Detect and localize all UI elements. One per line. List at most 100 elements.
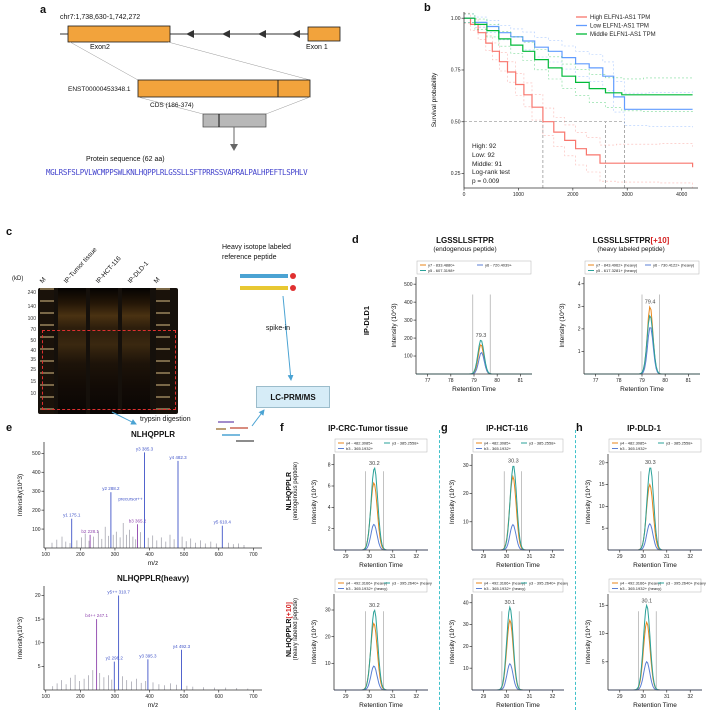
svg-text:y3 385.3: y3 385.3 [136, 446, 154, 451]
svg-text:100: 100 [404, 354, 413, 360]
trypsin-digestion-label: trypsin digestion [140, 416, 191, 423]
svg-text:29: 29 [617, 694, 623, 700]
ladder-140: 140 [27, 304, 36, 310]
svg-text:Intensity (10^3): Intensity (10^3) [559, 303, 566, 347]
svg-text:30: 30 [325, 608, 331, 614]
svg-text:b2 228.1: b2 228.1 [81, 529, 99, 534]
svg-text:Intensity (10^3): Intensity (10^3) [449, 620, 456, 664]
lane-label-marker-left: M [38, 276, 48, 285]
svg-text:m/z: m/z [148, 702, 158, 709]
svg-text:3000: 3000 [622, 192, 633, 198]
svg-text:32: 32 [413, 694, 419, 700]
svg-text:Intensity (10^3): Intensity (10^3) [585, 480, 592, 524]
svg-text:NLHQPPLR: NLHQPPLR [131, 430, 175, 439]
msms-spectrum-heavy: b4++ 247.1 y2 298.2 y5++ 310.7 y3 395.3 y4 4… [17, 574, 262, 709]
svg-text:y3 - 385.2558+: y3 - 385.2558+ [392, 441, 419, 446]
heavy-label-dot-1 [290, 273, 296, 279]
svg-text:200: 200 [32, 508, 41, 514]
svg-text:8: 8 [328, 462, 331, 468]
ladder-50: 50 [30, 338, 36, 344]
gel-excision-region [42, 330, 176, 410]
row-label-endogenous: NLHQPPLR (endogenous peptide) [286, 462, 299, 520]
peptide-type-heavy: (heavy labeled peptide) [597, 245, 665, 253]
svg-text:31: 31 [390, 694, 396, 700]
svg-text:3: 3 [578, 304, 581, 310]
svg-text:32: 32 [550, 694, 556, 700]
svg-text:30: 30 [640, 694, 646, 700]
svg-text:b3 - 365.1932+ (heavy): b3 - 365.1932+ (heavy) [620, 586, 662, 591]
svg-text:79: 79 [639, 378, 645, 384]
svg-text:32: 32 [687, 694, 693, 700]
svg-text:y4 - 492.3166+ (heavy): y4 - 492.3166+ (heavy) [346, 581, 388, 586]
svg-text:2000: 2000 [567, 192, 578, 198]
svg-text:0: 0 [463, 192, 466, 198]
svg-text:200: 200 [76, 552, 85, 558]
svg-text:b3 365.2: b3 365.2 [129, 518, 147, 523]
svg-text:5: 5 [602, 526, 605, 532]
svg-text:y3 395.3: y3 395.3 [139, 653, 157, 658]
g-title: IP-HCT-116 [486, 424, 528, 433]
svg-text:6: 6 [328, 484, 331, 490]
svg-text:Intensity(10^3): Intensity(10^3) [17, 617, 24, 659]
chromatogram-hct116-heavy: 30.1 29 30 31 32 10 20 30 40 Retention Time Intens… [449, 578, 568, 709]
lc-prm-ms-box: LC-PRM/MS [256, 386, 330, 408]
svg-text:32: 32 [413, 554, 419, 560]
panel-f-label: f [280, 422, 284, 434]
chromatogram-hct116-endogenous: 30.3 29 30 31 32 10 20 30 Retention Time Intensit… [449, 438, 564, 569]
svg-text:y7 - 833.4880+: y7 - 833.4880+ [428, 263, 455, 268]
svg-text:100: 100 [32, 527, 41, 533]
svg-text:300: 300 [111, 694, 120, 700]
protein-sequence-label: Protein sequence (62 aa) [86, 156, 165, 163]
f-title: IP-CRC-Tumor tissue [328, 424, 408, 433]
chromatogram-tumor-endogenous: 30.2 29 30 31 32 2 4 6 8 Retention Time Intensity … [311, 438, 428, 569]
svg-text:2: 2 [328, 526, 331, 532]
svg-text:30: 30 [640, 554, 646, 560]
svg-text:Retention Time: Retention Time [496, 562, 540, 569]
svg-text:b3 - 365.1932+: b3 - 365.1932+ [346, 446, 374, 451]
chromatogram-tumor-heavy: 30.2 29 30 31 32 10 20 30 Retention Time Intensit… [311, 578, 432, 709]
panel-g-label: g [441, 422, 448, 434]
svg-text:y5++ 310.7: y5++ 310.7 [107, 590, 130, 595]
svg-text:precursor++: precursor++ [118, 497, 143, 502]
svg-text:500: 500 [180, 552, 189, 558]
svg-text:700: 700 [249, 694, 258, 700]
chromatogram-dld1-heavy-lgs: 79.4 77 78 79 80 81 1 2 3 4 Retention Time Intensit… [559, 260, 700, 393]
svg-text:79: 79 [471, 378, 477, 384]
svg-text:30: 30 [366, 694, 372, 700]
svg-text:y3 - 395.2640+ (heavy): y3 - 395.2640+ (heavy) [392, 581, 432, 586]
ladder-40: 40 [30, 348, 36, 354]
kd-unit-label: (kD) [12, 276, 24, 282]
svg-text:500: 500 [404, 282, 413, 288]
ladder-240: 240 [27, 290, 36, 296]
ip-dld1-label: IP-DLD1 [362, 306, 371, 336]
svg-text:81: 81 [518, 378, 524, 384]
svg-text:10: 10 [463, 519, 469, 525]
svg-text:2: 2 [578, 327, 581, 333]
svg-text:NLHQPPLR(heavy): NLHQPPLR(heavy) [117, 574, 189, 583]
svg-text:80: 80 [662, 378, 668, 384]
svg-text:y4 - 482.3085+: y4 - 482.3085+ [346, 441, 373, 446]
svg-text:30: 30 [504, 554, 510, 560]
svg-text:300: 300 [111, 552, 120, 558]
svg-text:y7 - 843.4962+ (heavy): y7 - 843.4962+ (heavy) [596, 263, 638, 268]
svg-text:100: 100 [42, 694, 51, 700]
svg-text:y6 - 730.4122+ (heavy): y6 - 730.4122+ (heavy) [653, 263, 695, 268]
lane-label-dld1: IP-DLD-1 [126, 260, 151, 285]
svg-text:10: 10 [599, 504, 605, 510]
d-right-title: LGSSLLSFTPR[+10] (heavy labeled peptide) [558, 236, 704, 253]
svg-text:5: 5 [38, 664, 41, 670]
survival-stats: High: 92 Low: 92 Middle: 91 Log-rank tes… [472, 143, 510, 187]
gel-lane-dld1 [122, 288, 150, 414]
svg-text:1000: 1000 [513, 192, 524, 198]
row-heavy-peptide: NLHQPPLR[+10] [286, 601, 293, 657]
d-row-label: IP-DLD1 [362, 306, 371, 335]
svg-text:y4 - 492.3166+ (heavy): y4 - 492.3166+ (heavy) [620, 581, 662, 586]
svg-text:b3 - 365.1932+ (heavy): b3 - 365.1932+ (heavy) [484, 586, 526, 591]
heavy-reference-label-line2: reference peptide [222, 254, 277, 261]
svg-text:31: 31 [390, 554, 396, 560]
svg-text:Intensity (10^3): Intensity (10^3) [449, 480, 456, 524]
svg-text:29: 29 [617, 554, 623, 560]
lane-label-tumor: IP-Tumor tissue [62, 246, 99, 285]
svg-text:y3 - 395.2640+ (heavy): y3 - 395.2640+ (heavy) [529, 581, 568, 586]
svg-text:b3 - 365.1932+ (heavy): b3 - 365.1932+ (heavy) [346, 586, 388, 591]
